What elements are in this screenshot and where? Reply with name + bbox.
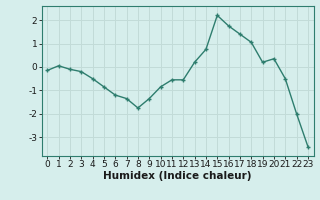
X-axis label: Humidex (Indice chaleur): Humidex (Indice chaleur) xyxy=(103,171,252,181)
